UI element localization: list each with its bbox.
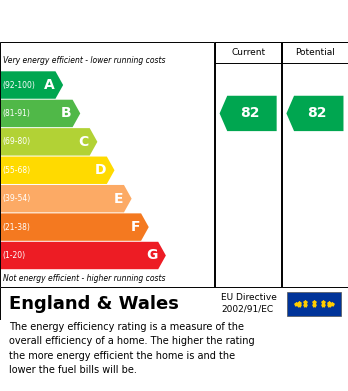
Text: (55-68): (55-68)	[3, 166, 31, 175]
Text: C: C	[78, 135, 89, 149]
Polygon shape	[0, 128, 97, 156]
Text: England & Wales: England & Wales	[9, 294, 179, 313]
Polygon shape	[0, 100, 80, 127]
Bar	[0, 42, 214, 287]
Text: D: D	[94, 163, 106, 177]
Polygon shape	[0, 71, 63, 99]
Text: EU Directive
2002/91/EC: EU Directive 2002/91/EC	[221, 292, 277, 313]
Text: (21-38): (21-38)	[3, 222, 31, 231]
Text: Potential: Potential	[295, 48, 335, 57]
Text: 82: 82	[240, 106, 260, 120]
Text: Very energy efficient - lower running costs: Very energy efficient - lower running co…	[3, 56, 166, 65]
Bar	[215, 42, 281, 287]
Text: Current: Current	[231, 48, 265, 57]
Text: Energy Efficiency Rating: Energy Efficiency Rating	[9, 13, 230, 29]
Bar	[282, 42, 348, 287]
Polygon shape	[220, 96, 277, 131]
Text: (81-91): (81-91)	[3, 109, 31, 118]
Polygon shape	[0, 213, 149, 241]
Text: G: G	[146, 249, 157, 262]
Polygon shape	[286, 96, 343, 131]
Polygon shape	[0, 242, 166, 269]
Text: The energy efficiency rating is a measure of the
overall efficiency of a home. T: The energy efficiency rating is a measur…	[9, 322, 254, 375]
Text: (1-20): (1-20)	[3, 251, 26, 260]
Text: E: E	[113, 192, 123, 206]
Text: (39-54): (39-54)	[3, 194, 31, 203]
Polygon shape	[0, 156, 114, 184]
Bar	[215, 42, 281, 63]
Text: F: F	[130, 220, 140, 234]
Bar	[282, 42, 348, 63]
Text: 82: 82	[307, 106, 326, 120]
Text: B: B	[61, 106, 72, 120]
Text: Not energy efficient - higher running costs: Not energy efficient - higher running co…	[3, 274, 166, 283]
Polygon shape	[0, 185, 132, 212]
Text: (92-100): (92-100)	[3, 81, 35, 90]
Text: A: A	[44, 78, 54, 92]
Text: (69-80): (69-80)	[3, 137, 31, 146]
Bar	[287, 292, 341, 316]
